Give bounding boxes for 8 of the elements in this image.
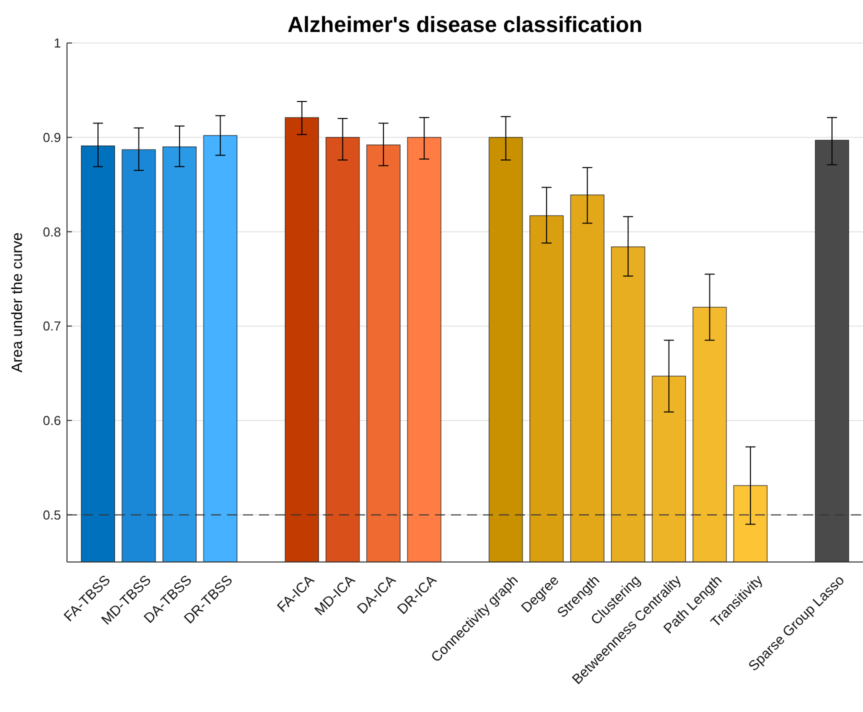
- y-tick-label: 0.9: [42, 130, 61, 145]
- y-tick-label: 1: [54, 36, 61, 51]
- y-tick-label: 0.6: [42, 413, 61, 428]
- y-axis-title: Area under the curve: [9, 232, 26, 373]
- y-tick-label: 0.5: [42, 507, 61, 522]
- y-tick-label: 0.8: [42, 224, 61, 240]
- y-tick-label: 0.7: [42, 318, 61, 334]
- chart-title: Alzheimer's disease classification: [288, 12, 642, 37]
